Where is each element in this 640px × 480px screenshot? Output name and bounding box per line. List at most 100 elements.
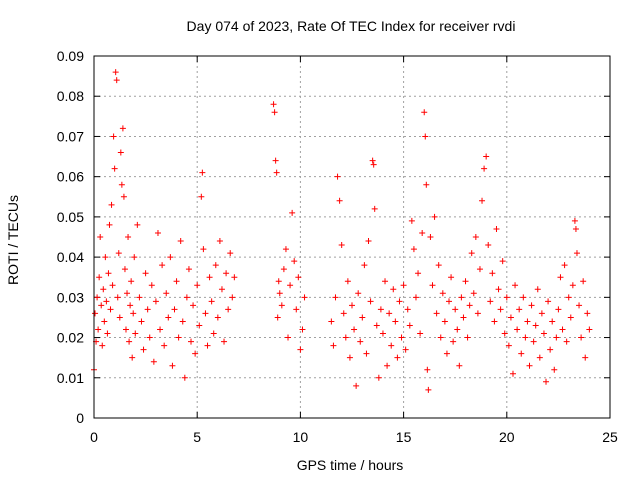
data-point xyxy=(104,330,111,337)
data-point xyxy=(227,250,234,257)
data-point xyxy=(202,310,209,317)
data-point xyxy=(557,274,564,281)
data-point xyxy=(375,374,382,381)
data-point xyxy=(114,294,121,301)
data-point xyxy=(127,302,134,309)
data-point xyxy=(297,346,304,353)
data-point xyxy=(493,225,500,232)
data-point xyxy=(369,157,376,164)
data-point xyxy=(495,286,502,293)
data-point xyxy=(128,278,135,285)
data-point xyxy=(491,318,498,325)
data-point xyxy=(190,302,197,309)
data-point xyxy=(287,282,294,289)
data-point xyxy=(140,346,147,353)
y-tick-label: 0 xyxy=(76,410,84,426)
y-tick-label: 0.02 xyxy=(57,330,84,346)
data-point xyxy=(367,298,374,305)
data-point xyxy=(448,274,455,281)
data-point xyxy=(291,258,298,265)
data-point xyxy=(437,334,444,341)
data-point xyxy=(144,306,151,313)
data-point xyxy=(479,197,486,204)
data-point xyxy=(183,294,190,301)
y-tick-label: 0.06 xyxy=(57,169,84,185)
data-point xyxy=(452,306,459,313)
data-point xyxy=(117,149,124,156)
data-point xyxy=(363,350,370,357)
data-point xyxy=(225,306,232,313)
data-point xyxy=(357,338,364,345)
y-tick-label: 0.03 xyxy=(57,289,84,305)
data-point xyxy=(572,225,579,232)
data-point xyxy=(559,326,566,333)
data-point xyxy=(456,362,463,369)
data-point xyxy=(167,254,174,261)
x-tick-label: 15 xyxy=(396,429,412,445)
data-point xyxy=(271,109,278,116)
data-point xyxy=(390,286,397,293)
data-point xyxy=(421,109,428,116)
data-point xyxy=(124,290,131,297)
data-point xyxy=(95,326,102,333)
data-point xyxy=(330,342,337,349)
data-point xyxy=(394,354,401,361)
data-point xyxy=(582,354,589,361)
data-point xyxy=(165,314,172,321)
data-point xyxy=(424,366,431,373)
data-point xyxy=(470,290,477,297)
y-tick-label: 0.08 xyxy=(57,88,84,104)
data-point xyxy=(171,306,178,313)
chart-title: Day 074 of 2023, Rate Of TEC Index for r… xyxy=(187,18,516,34)
data-point xyxy=(129,354,136,361)
data-point xyxy=(103,298,110,305)
data-point xyxy=(359,314,366,321)
data-point xyxy=(361,262,368,269)
data-point xyxy=(392,318,399,325)
tick-labels: 0 5 10 15 20 25 0 0.01 0.02 0.03 0.04 0.05 0.06 0.07 0… xyxy=(57,48,618,445)
data-point xyxy=(276,290,283,297)
data-point xyxy=(105,270,112,277)
plot-frame xyxy=(93,55,611,419)
data-point xyxy=(146,334,153,341)
data-point xyxy=(280,266,287,273)
data-point xyxy=(282,246,289,253)
data-point xyxy=(92,310,99,317)
data-point xyxy=(450,338,457,345)
y-tick-label: 0.05 xyxy=(57,209,84,225)
data-point xyxy=(109,282,116,289)
data-point xyxy=(547,346,554,353)
data-point xyxy=(96,274,103,281)
data-point xyxy=(136,294,143,301)
data-point xyxy=(468,250,475,257)
data-point xyxy=(518,350,525,357)
data-point xyxy=(102,254,109,261)
data-point xyxy=(212,262,219,269)
data-point xyxy=(439,290,446,297)
data-point xyxy=(340,310,347,317)
data-point xyxy=(119,125,126,132)
data-point xyxy=(425,386,432,393)
data-point xyxy=(429,282,436,289)
data-point xyxy=(540,330,547,337)
data-point xyxy=(274,314,281,321)
data-point xyxy=(355,290,362,297)
data-point xyxy=(293,306,300,313)
data-point xyxy=(118,181,125,188)
data-point xyxy=(528,302,535,309)
data-point xyxy=(388,342,395,349)
data-point xyxy=(154,229,161,236)
data-point xyxy=(516,306,523,313)
data-point xyxy=(503,294,510,301)
data-point xyxy=(474,310,481,317)
data-point xyxy=(107,306,114,313)
data-point xyxy=(98,302,105,309)
data-point xyxy=(169,362,176,369)
x-axis-label: GPS time / hours xyxy=(297,457,404,473)
data-point xyxy=(223,270,230,277)
data-point xyxy=(555,306,562,313)
data-point xyxy=(101,318,108,325)
data-point xyxy=(422,133,429,140)
data-point xyxy=(501,330,508,337)
data-point xyxy=(417,330,424,337)
